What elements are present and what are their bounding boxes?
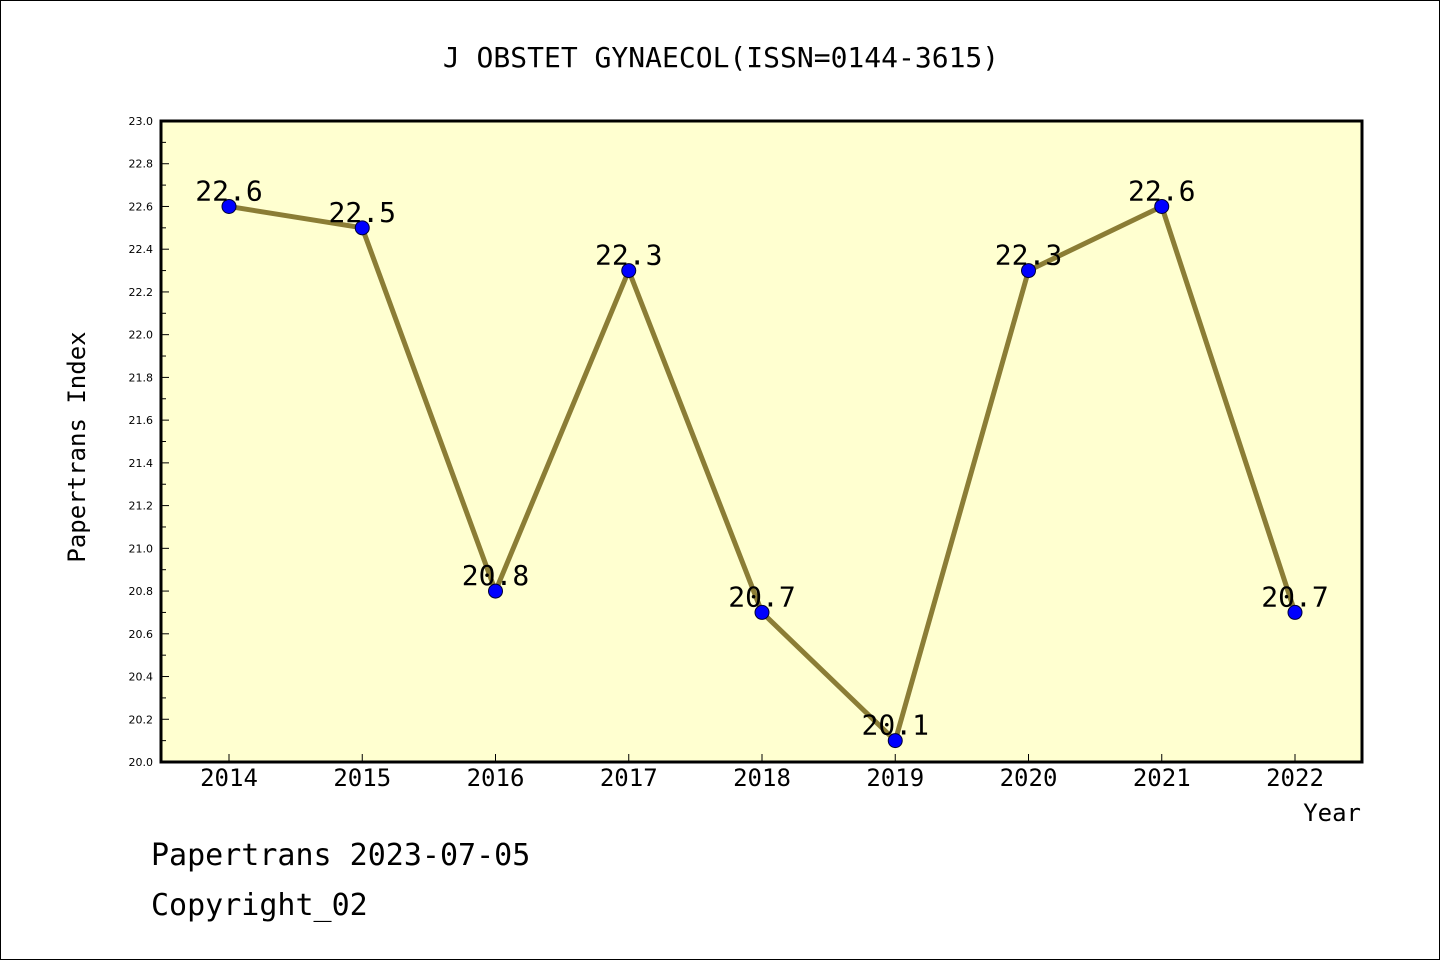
footer-date: Papertrans 2023-07-05	[151, 838, 530, 873]
x-tick-label: 2020	[1000, 764, 1058, 792]
data-point	[488, 583, 503, 599]
data-label: 22.5	[329, 196, 396, 229]
data-label: 22.6	[1128, 174, 1195, 207]
x-tick-label: 2015	[333, 764, 391, 792]
y-tick-label: 22.4	[129, 243, 154, 256]
y-tick-label: 20.0	[129, 756, 154, 769]
data-point	[354, 220, 370, 236]
y-axis: 20.0 20.2 20.4 20.6 20.8 21.0 21.2 21.4 21.6 21.8…	[129, 115, 169, 769]
data-label: 22.6	[195, 174, 262, 207]
x-tick-label: 2022	[1266, 764, 1324, 792]
chart-title: J OBSTET GYNAECOL(ISSN=0144-3615)	[443, 41, 999, 74]
series-group	[221, 198, 1303, 749]
y-tick-label: 20.8	[129, 585, 154, 598]
x-axis: 2014 2015 2016 2017 2018 2019 2020 2021 2022	[200, 754, 1324, 792]
data-point	[887, 733, 903, 749]
y-tick-label: 21.2	[129, 500, 154, 513]
y-tick-label: 20.4	[129, 671, 154, 684]
data-label: 22.3	[995, 239, 1062, 272]
y-tick-label: 22.2	[129, 286, 154, 299]
data-labels-group: 22.6 22.5 20.8 22.3 20.7 20.1 22.3 22.6 20.7	[195, 174, 1328, 741]
data-point	[1287, 604, 1303, 620]
x-tick-label: 2018	[733, 764, 791, 792]
y-tick-label: 21.6	[129, 414, 154, 427]
x-tick-label: 2021	[1133, 764, 1191, 792]
data-label: 20.7	[728, 580, 795, 613]
footer-copyright: Copyright_02	[151, 888, 368, 923]
y-tick-label: 21.0	[129, 542, 154, 555]
y-axis-label: Papertrans Index	[63, 331, 91, 562]
data-label: 20.1	[862, 709, 929, 742]
x-tick-label: 2016	[467, 764, 525, 792]
data-point	[1154, 198, 1170, 214]
data-label: 22.3	[595, 239, 662, 272]
data-point	[621, 263, 637, 279]
x-tick-label: 2017	[600, 764, 658, 792]
x-axis-label: Year	[1303, 799, 1361, 827]
plot-border	[159, 119, 1364, 764]
x-tick-label: 2014	[200, 764, 258, 792]
y-tick-label: 21.8	[129, 371, 154, 384]
y-tick-label: 21.4	[129, 457, 154, 470]
y-tick-label: 22.6	[129, 200, 154, 213]
y-tick-label: 20.6	[129, 628, 154, 641]
data-label: 20.7	[1261, 580, 1328, 613]
data-point	[221, 198, 237, 214]
y-tick-label: 20.2	[129, 713, 154, 726]
data-point	[754, 604, 770, 620]
data-label: 20.8	[462, 559, 529, 592]
y-tick-label: 23.0	[129, 115, 154, 128]
data-point	[1021, 263, 1036, 279]
x-tick-label: 2019	[866, 764, 924, 792]
y-tick-label: 22.8	[129, 158, 154, 171]
y-tick-label: 22.0	[129, 329, 154, 342]
